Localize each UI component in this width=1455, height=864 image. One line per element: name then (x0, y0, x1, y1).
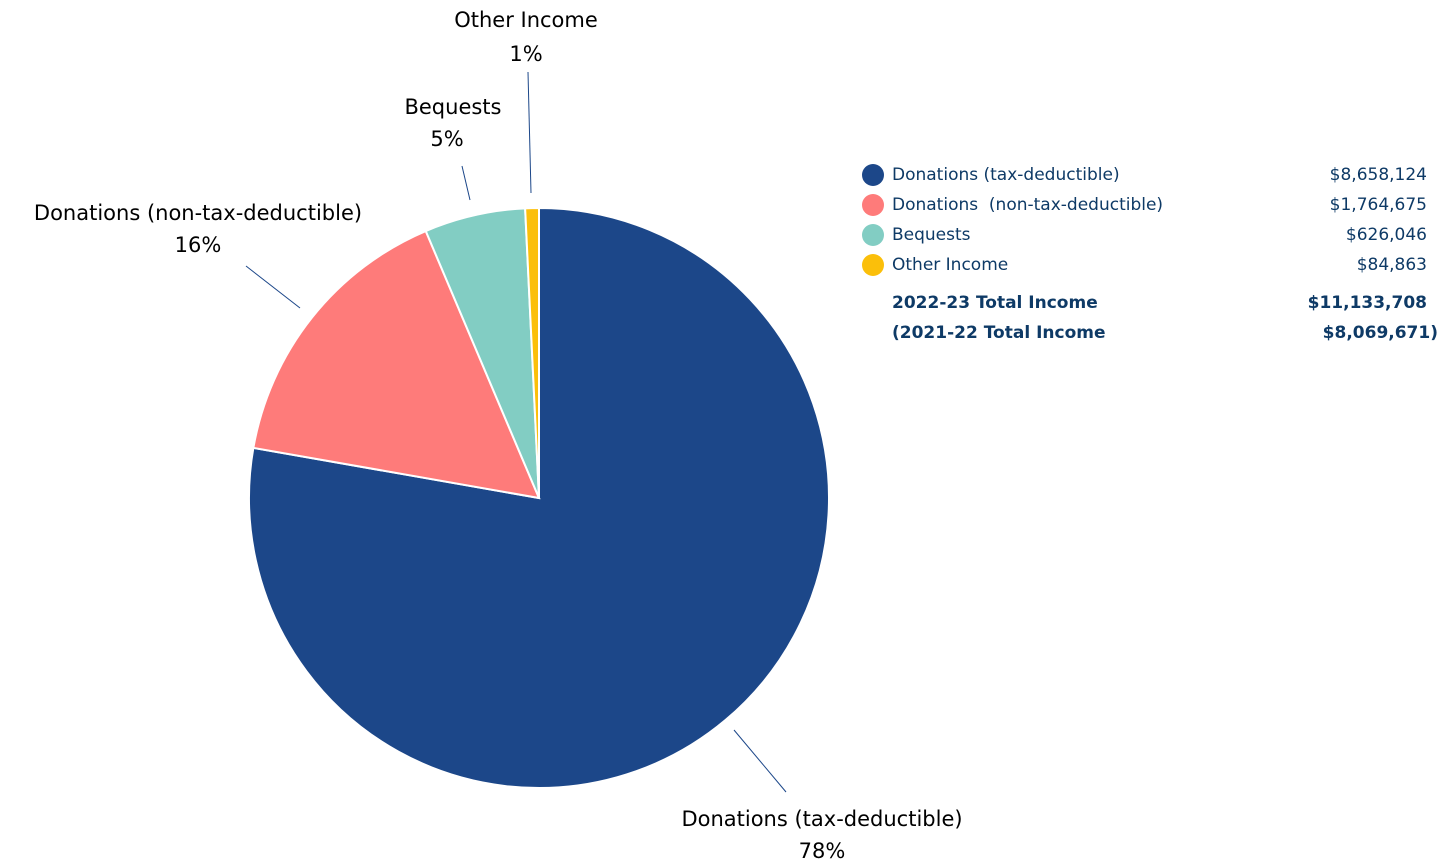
leader-line (527, 71, 532, 194)
legend-item: Other Income $84,863 (862, 250, 1440, 280)
total-previous-label: (2021-22 Total Income (892, 323, 1106, 343)
legend-item-label: Other Income (892, 255, 1009, 275)
slice-pct-tax-deductible: 78% (799, 839, 846, 863)
legend-item-label: Bequests (892, 225, 971, 245)
legend: Donations (tax-deductible) $8,658,124 Do… (862, 160, 1440, 348)
pie-slice-other-income (524, 206, 540, 499)
legend-item-amount: $84,863 (1356, 255, 1427, 275)
pie-slice-non-tax-deductible (252, 229, 541, 500)
legend-item: Donations (non-tax-deductible) $1,764,67… (862, 190, 1440, 220)
total-current-row: 2022-23 Total Income $11,133,708 (862, 288, 1440, 318)
legend-item-amount: $626,046 (1345, 225, 1427, 245)
slice-label-tax-deductible: Donations (tax-deductible) (681, 807, 962, 831)
total-current-amount: $11,133,708 (1307, 293, 1427, 313)
legend-swatch (862, 254, 884, 276)
slice-pct-other-income: 1% (509, 42, 542, 66)
leader-line (245, 265, 301, 309)
pie-slices (248, 206, 830, 789)
legend-item: Donations (tax-deductible) $8,658,124 (862, 160, 1440, 190)
leader-line (461, 165, 471, 201)
total-current-label: 2022-23 Total Income (892, 293, 1098, 313)
legend-item: Bequests $626,046 (862, 220, 1440, 250)
slice-pct-bequests: 5% (430, 127, 463, 151)
legend-item-amount: $1,764,675 (1329, 195, 1427, 215)
leader-line (733, 729, 787, 793)
legend-swatch (862, 194, 884, 216)
legend-item-label: Donations (tax-deductible) (892, 165, 1120, 185)
slice-label-bequests: Bequests (404, 95, 501, 119)
slice-label-other-income: Other Income (454, 8, 598, 32)
leader-lines (245, 71, 787, 793)
slice-label-non-tax-deductible: Donations (non-tax-deductible) (34, 201, 362, 225)
legend-swatch (862, 164, 884, 186)
legend-item-label: Donations (non-tax-deductible) (892, 195, 1164, 215)
total-previous-amount: $8,069,671) (1322, 323, 1438, 343)
slice-pct-non-tax-deductible: 16% (175, 233, 222, 257)
legend-item-amount: $8,658,124 (1329, 165, 1427, 185)
total-previous-row: (2021-22 Total Income $8,069,671) (862, 318, 1440, 348)
legend-swatch (862, 224, 884, 246)
